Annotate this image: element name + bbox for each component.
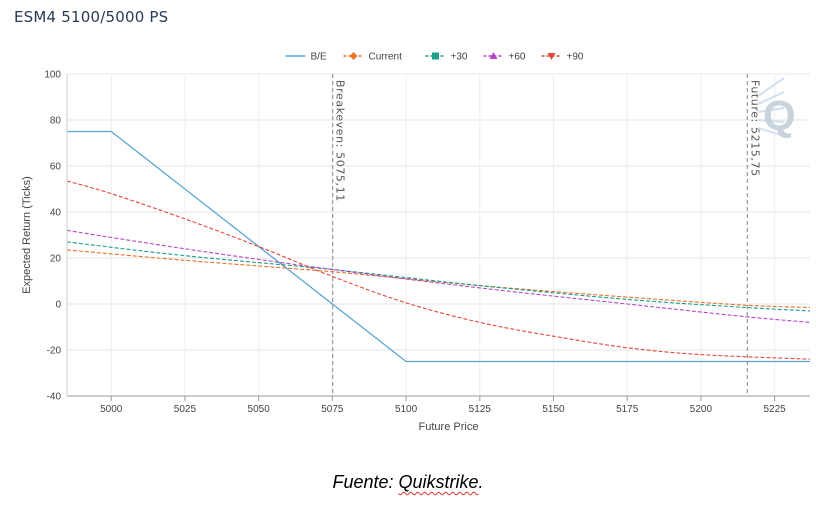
caption-source: Quikstrike bbox=[398, 472, 479, 492]
x-tick-label: 5100 bbox=[395, 404, 418, 415]
series-line-be bbox=[67, 130, 810, 363]
series-line-60 bbox=[66, 229, 811, 323]
chart-title: ESM4 5100/5000 PS bbox=[14, 8, 169, 26]
y-tick-label: 40 bbox=[50, 208, 62, 219]
x-tick-label: 5025 bbox=[174, 404, 197, 415]
x-tick-label: 5000 bbox=[100, 404, 123, 415]
x-tick-label: 5175 bbox=[616, 404, 639, 415]
series-lines bbox=[66, 130, 811, 363]
quikstrike-watermark-logo: Q bbox=[757, 77, 796, 139]
y-tick-label: -40 bbox=[47, 392, 62, 403]
caption-suffix: . bbox=[478, 472, 484, 492]
x-tick-label: 5225 bbox=[763, 404, 786, 415]
watermark-rays-icon bbox=[757, 77, 785, 137]
y-tick-label: 100 bbox=[44, 70, 61, 81]
y-tick-label: 60 bbox=[50, 162, 62, 173]
axes: -40 -20 0 20 40 60 80 100 5000 5025 5050 5075 5100 51… bbox=[21, 70, 810, 433]
y-tick-label: 20 bbox=[50, 254, 62, 265]
y-tick-label: -20 bbox=[47, 346, 62, 357]
x-tick-label: 5075 bbox=[321, 404, 344, 415]
chart-area: Breakeven: 5075,11 Future: 5215,75 Q -40-… bbox=[21, 52, 811, 433]
grid-lines bbox=[67, 73, 810, 397]
series-line-90 bbox=[66, 180, 811, 360]
legend-current-marker-icon bbox=[349, 52, 358, 60]
legend-60-marker-icon bbox=[489, 52, 498, 59]
legend-be-label: B/E bbox=[311, 52, 327, 63]
x-tick-label: 5125 bbox=[469, 404, 492, 415]
y-axis-label: Expected Return (Ticks) bbox=[21, 176, 33, 294]
reference-line-label: Breakeven: 5075,11 bbox=[334, 80, 347, 202]
x-axis-label: Future Price bbox=[419, 421, 479, 433]
legend-60-label: +60 bbox=[509, 52, 526, 63]
figure-caption: Fuente: Quikstrike. bbox=[0, 472, 816, 493]
y-tick-label: 80 bbox=[50, 116, 62, 127]
y-tick-label: 0 bbox=[55, 300, 61, 311]
legend-90-label: +90 bbox=[567, 52, 584, 63]
legend: B/E Current +30 +60 +90 bbox=[285, 52, 584, 63]
series-line-30 bbox=[66, 241, 811, 312]
watermark-q: Q bbox=[763, 92, 796, 139]
legend-30-marker-icon bbox=[432, 52, 439, 60]
x-tick-label: 5200 bbox=[690, 404, 713, 415]
reference-lines: Breakeven: 5075,11 Future: 5215,75 bbox=[332, 74, 761, 396]
x-tick-label: 5150 bbox=[542, 404, 565, 415]
caption-prefix: Fuente: bbox=[332, 472, 399, 492]
x-tick-label: 5050 bbox=[248, 404, 271, 415]
legend-current-label: Current bbox=[369, 52, 403, 63]
legend-90-marker-icon bbox=[547, 53, 556, 60]
legend-30-label: +30 bbox=[451, 52, 468, 63]
series-line-current bbox=[66, 249, 811, 308]
